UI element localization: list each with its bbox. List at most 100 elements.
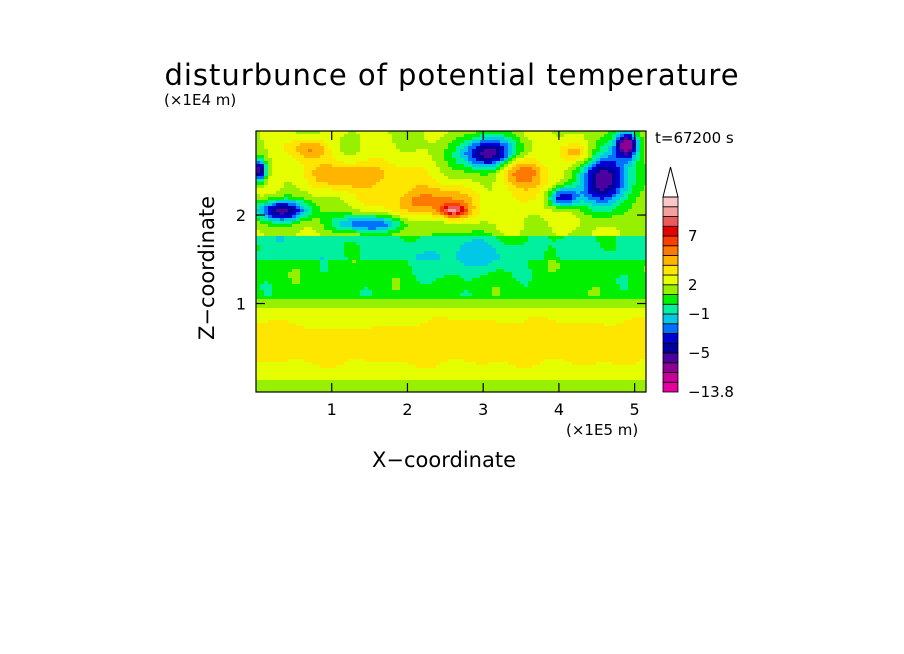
field-cell: [592, 236, 597, 240]
field-cell: [440, 176, 445, 180]
field-cell: [328, 227, 333, 231]
field-cell: [496, 254, 501, 258]
field-cell: [364, 242, 369, 246]
field-cell: [416, 260, 421, 264]
field-cell: [632, 158, 637, 162]
field-cell: [352, 176, 357, 180]
field-cell: [484, 245, 489, 249]
field-cell: [548, 227, 553, 231]
field-cell: [540, 152, 545, 156]
field-cell: [368, 182, 373, 186]
field-cell: [276, 260, 281, 264]
field-cell: [388, 224, 393, 228]
field-cell: [372, 263, 377, 267]
field-cell: [596, 176, 601, 180]
field-cell: [312, 239, 317, 243]
field-cell: [460, 239, 465, 243]
field-cell: [580, 137, 585, 141]
field-cell: [580, 269, 585, 273]
field-cell: [504, 146, 509, 150]
field-cell: [420, 185, 425, 189]
field-cell: [416, 164, 421, 168]
field-cell: [536, 266, 541, 270]
field-cell: [416, 224, 421, 228]
field-cell: [440, 173, 445, 177]
field-cell: [376, 194, 381, 198]
field-cell: [324, 224, 329, 228]
field-cell: [348, 203, 353, 207]
field-cell: [308, 152, 313, 156]
field-cell: [480, 278, 485, 282]
field-cell: [280, 269, 285, 273]
field-cell: [400, 197, 405, 201]
field-cell: [292, 140, 297, 144]
field-cell: [612, 224, 617, 228]
field-cell: [596, 263, 601, 267]
field-cell: [608, 155, 613, 159]
field-cell: [544, 161, 549, 165]
field-cell: [584, 245, 589, 249]
field-cell: [268, 209, 273, 213]
field-cell: [412, 281, 417, 285]
field-cell: [540, 149, 545, 153]
field-cell: [532, 182, 537, 186]
field-cell: [636, 218, 641, 222]
field-cell: [568, 146, 573, 150]
field-cell: [428, 221, 433, 225]
field-cell: [536, 158, 541, 162]
field-cell: [420, 206, 425, 210]
field-cell: [528, 197, 533, 201]
field-cell: [604, 179, 609, 183]
field-cell: [396, 191, 401, 195]
field-cell: [528, 164, 533, 168]
field-cell: [448, 257, 453, 261]
field-cell: [404, 152, 409, 156]
field-cell: [356, 179, 361, 183]
field-cell: [600, 161, 605, 165]
field-cell: [536, 191, 541, 195]
field-cell: [336, 194, 341, 198]
field-cell: [484, 248, 489, 252]
field-cell: [316, 188, 321, 192]
field-cell: [536, 200, 541, 204]
field-cell: [432, 140, 437, 144]
field-cell: [308, 194, 313, 198]
field-cell: [420, 224, 425, 228]
field-cell: [260, 149, 265, 153]
field-cell: [468, 179, 473, 183]
field-cell: [552, 215, 557, 219]
field-cell: [448, 239, 453, 243]
field-cell: [604, 173, 609, 177]
field-cell: [448, 221, 453, 225]
field-cell: [620, 221, 625, 225]
field-cell: [516, 224, 521, 228]
field-cell: [408, 224, 413, 228]
field-cell: [592, 140, 597, 144]
field-cell: [468, 263, 473, 267]
field-cell: [564, 146, 569, 150]
field-cell: [576, 233, 581, 237]
field-cell: [520, 221, 525, 225]
field-cell: [604, 254, 609, 258]
field-cell: [296, 224, 301, 228]
field-cell: [336, 200, 341, 204]
field-cell: [292, 194, 297, 198]
field-cell: [524, 188, 529, 192]
field-cell: [256, 161, 261, 165]
field-cell: [260, 233, 265, 237]
field-cell: [316, 170, 321, 174]
field-cell: [528, 218, 533, 222]
field-cell: [360, 137, 365, 141]
field-cell: [492, 266, 497, 270]
field-cell: [560, 209, 565, 213]
field-cell: [644, 170, 647, 174]
field-cell: [624, 134, 629, 138]
field-cell: [304, 272, 309, 276]
field-cell: [552, 227, 557, 231]
field-cell: [372, 152, 377, 156]
field-cell: [340, 212, 345, 216]
field-cell: [480, 227, 485, 231]
field-cell: [488, 224, 493, 228]
field-cell: [320, 221, 325, 225]
field-cell: [484, 146, 489, 150]
